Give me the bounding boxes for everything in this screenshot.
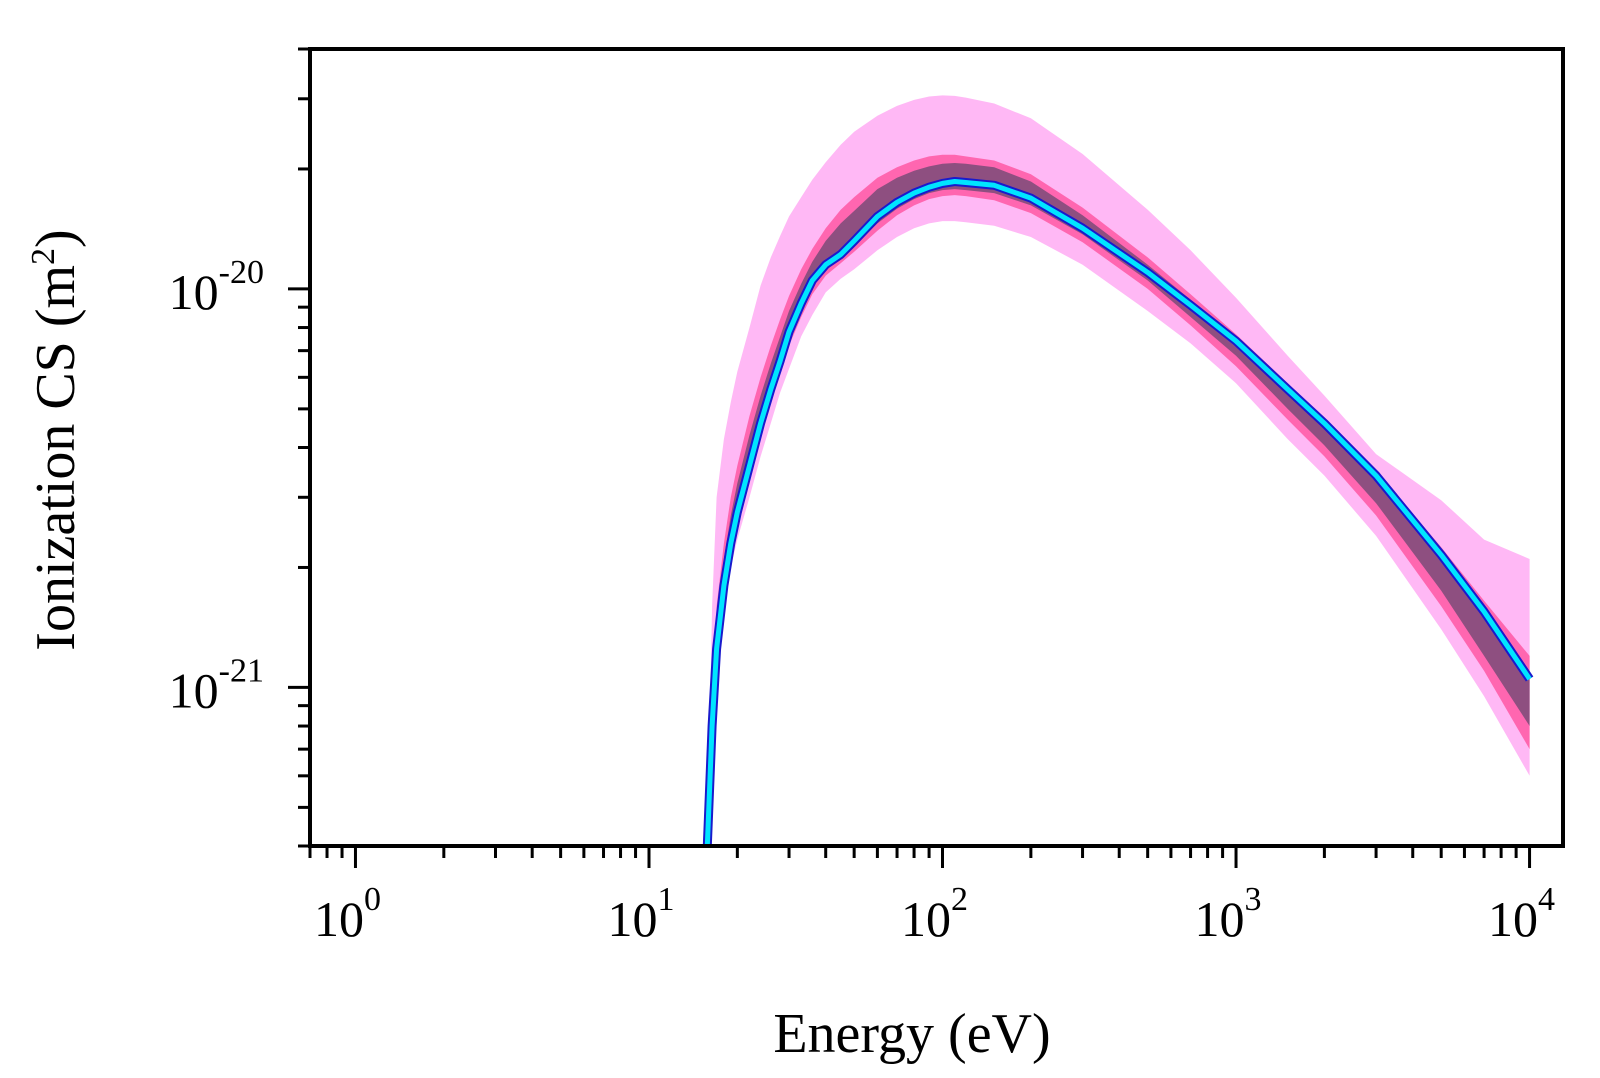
x-tick-label: 102 bbox=[901, 881, 968, 947]
uncertainty-bands bbox=[707, 95, 1530, 846]
x-axis-title: Energy (eV) bbox=[773, 1003, 1050, 1065]
series-line bbox=[704, 179, 1532, 846]
x-tick-label: 100 bbox=[314, 881, 381, 947]
y-tick-labels: 10-21 10-20 bbox=[169, 254, 264, 719]
x-tick-label: 101 bbox=[607, 881, 674, 947]
x-tick-labels: 100 101 102 103 104 bbox=[314, 881, 1555, 947]
y-axis-title-sup: 2 bbox=[25, 248, 62, 265]
y-axis-title-prefix: Ionization CS (m bbox=[25, 265, 87, 651]
y-axis-title-suffix: ) bbox=[25, 229, 87, 248]
data-series bbox=[702, 177, 1534, 846]
band-1 bbox=[707, 95, 1530, 846]
axis-ticks bbox=[288, 47, 1532, 868]
x-tick-label: 104 bbox=[1488, 881, 1555, 947]
x-tick-label: 103 bbox=[1195, 881, 1262, 947]
y-tick-label: 10-20 bbox=[169, 254, 264, 320]
y-axis-title: Ionization CS (m2) bbox=[25, 229, 87, 650]
y-tick-label: 10-21 bbox=[169, 652, 264, 718]
band-2 bbox=[707, 154, 1530, 846]
